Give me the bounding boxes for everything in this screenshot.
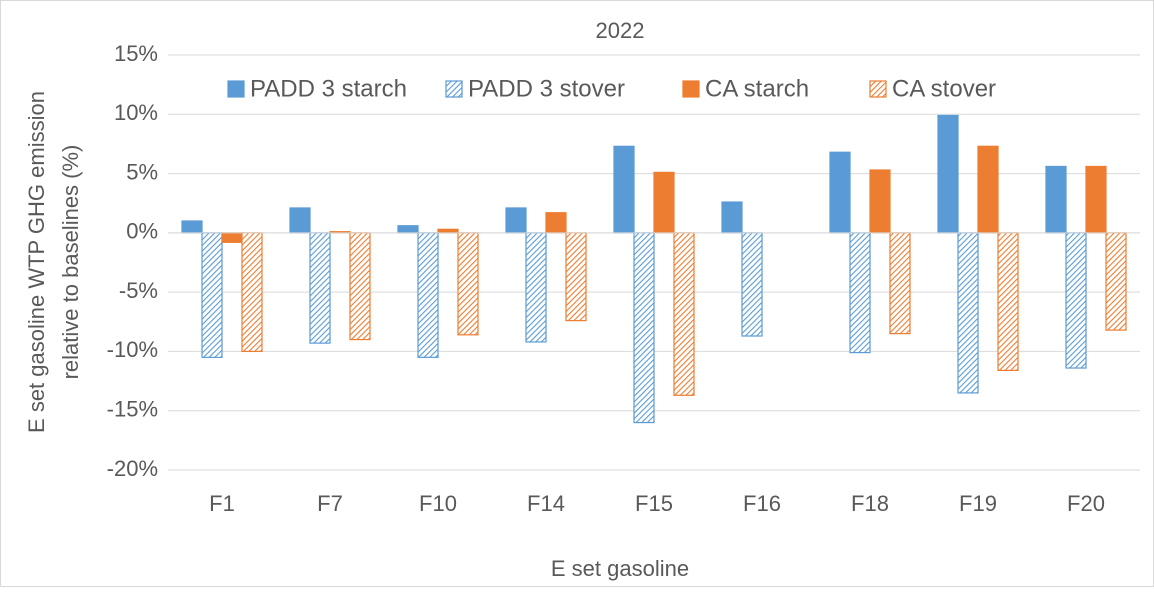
bar <box>1085 165 1107 234</box>
x-tick-label: F19 <box>959 491 997 516</box>
bar <box>437 228 459 234</box>
x-tick-label: F1 <box>209 491 235 516</box>
y-tick-label: 5% <box>126 159 158 184</box>
legend-marker <box>682 80 700 98</box>
bar <box>977 145 999 234</box>
x-tick-label: F16 <box>743 491 781 516</box>
legend-marker <box>445 80 463 98</box>
y-tick-label: -10% <box>107 337 158 362</box>
bar <box>201 232 223 358</box>
bar <box>653 171 675 234</box>
bar <box>525 232 547 343</box>
legend-marker <box>227 80 245 98</box>
bar <box>937 114 959 234</box>
legend-marker <box>869 80 887 98</box>
bar <box>869 169 891 234</box>
bar <box>289 207 311 234</box>
bar <box>721 201 743 234</box>
bar <box>1045 165 1067 234</box>
bar <box>349 232 371 341</box>
y-axis-label: E set gasoline WTP GHG emission <box>24 91 49 433</box>
bar <box>181 220 203 234</box>
bar <box>1065 232 1087 369</box>
y-tick-label: -15% <box>107 397 158 422</box>
bar <box>889 232 911 335</box>
bar <box>829 151 851 234</box>
y-axis-label: relative to baselines (%) <box>58 145 83 380</box>
bar <box>221 232 243 243</box>
bar <box>309 232 331 344</box>
bar <box>741 232 763 337</box>
bar <box>997 232 1019 372</box>
legend-label: PADD 3 starch <box>250 75 407 102</box>
y-tick-label: -5% <box>119 278 158 303</box>
bar <box>633 232 655 424</box>
bar <box>613 145 635 234</box>
y-tick-label: -20% <box>107 456 158 481</box>
bar <box>1105 232 1127 331</box>
x-tick-label: F7 <box>317 491 343 516</box>
bar <box>457 232 479 336</box>
bar <box>565 232 587 322</box>
legend-label: PADD 3 stover <box>468 75 625 102</box>
y-tick-label: 0% <box>126 219 158 244</box>
x-tick-label: F14 <box>527 491 565 516</box>
bar <box>505 207 527 234</box>
x-axis-label: E set gasoline <box>551 556 689 581</box>
bar <box>417 232 439 358</box>
x-tick-label: F18 <box>851 491 889 516</box>
legend-label: CA starch <box>705 75 809 102</box>
bar <box>849 232 871 354</box>
bar <box>241 232 263 353</box>
bar <box>397 225 419 234</box>
bar <box>673 232 695 396</box>
x-tick-label: F10 <box>419 491 457 516</box>
y-tick-label: 15% <box>114 41 158 66</box>
x-tick-label: F20 <box>1067 491 1105 516</box>
bar <box>957 232 979 394</box>
bar <box>545 212 567 234</box>
legend-label: CA stover <box>892 75 996 102</box>
y-tick-label: 10% <box>114 100 158 125</box>
x-tick-label: F15 <box>635 491 673 516</box>
chart-title: 2022 <box>596 18 645 43</box>
